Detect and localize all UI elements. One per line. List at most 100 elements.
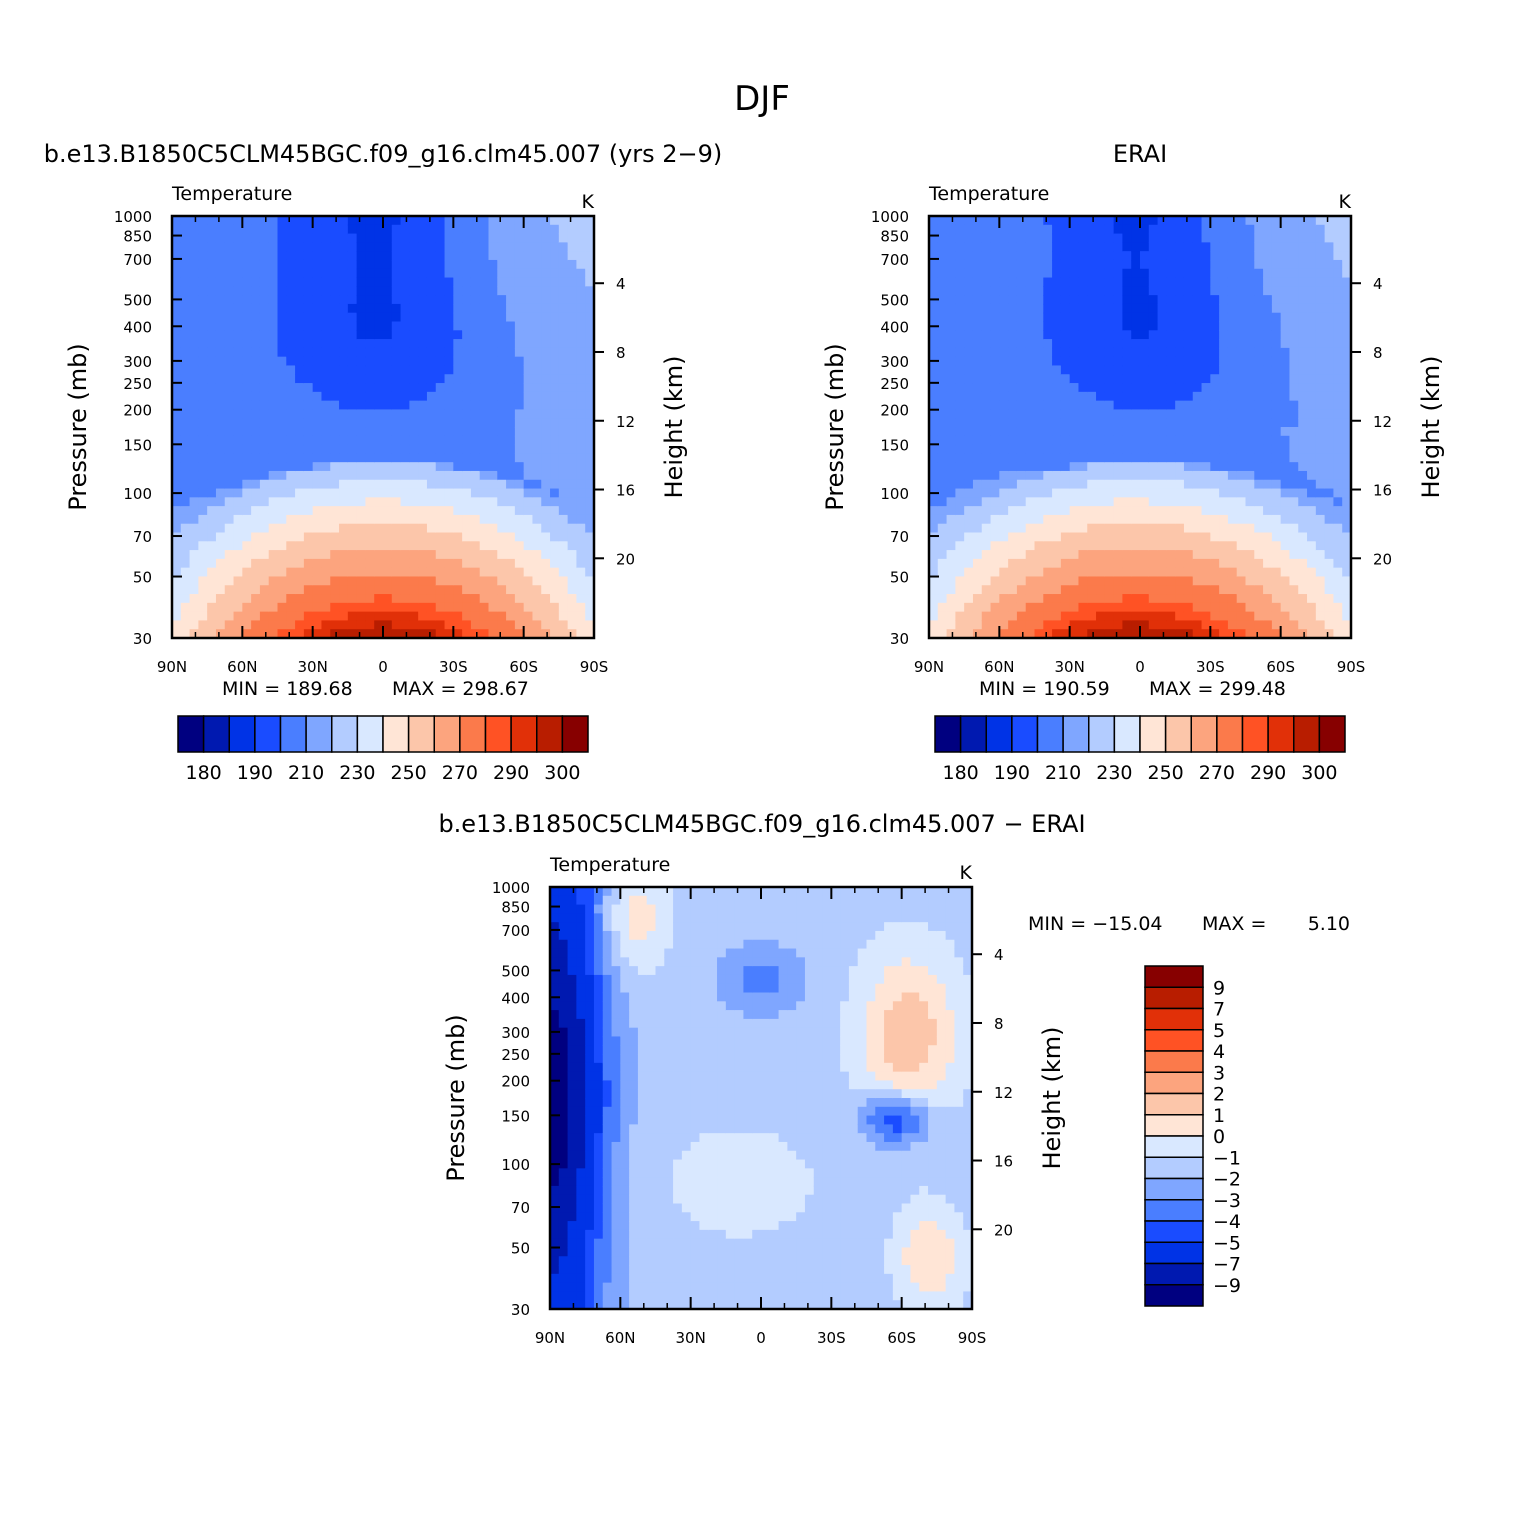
field-cell xyxy=(189,383,199,393)
field-cell xyxy=(418,594,428,604)
field-cell xyxy=(383,233,393,243)
field-cell xyxy=(550,1177,560,1187)
field-cell xyxy=(523,312,534,323)
field-cell xyxy=(1043,242,1053,252)
field-cell xyxy=(1008,383,1018,393)
field-cell xyxy=(374,259,384,270)
field-cell xyxy=(453,620,463,630)
field-cell xyxy=(277,356,287,367)
field-cell xyxy=(585,488,595,498)
field-cell xyxy=(1034,400,1044,411)
field-cell xyxy=(1201,242,1211,252)
field-cell xyxy=(286,567,296,578)
field-cell xyxy=(242,321,252,331)
field-cell xyxy=(1069,462,1080,472)
field-cell xyxy=(558,216,569,226)
field-cell xyxy=(1122,479,1132,490)
field-cell xyxy=(462,514,472,525)
colorbar-box xyxy=(510,715,538,753)
field-cell xyxy=(937,514,948,525)
field-cell xyxy=(1052,427,1062,437)
field-cell xyxy=(1008,391,1018,402)
field-cell xyxy=(356,303,367,314)
field-cell xyxy=(1236,453,1247,463)
field-cell xyxy=(435,514,446,525)
field-cell xyxy=(242,383,252,393)
field-cell xyxy=(497,506,507,516)
field-cell xyxy=(462,286,472,296)
field-cell xyxy=(972,453,983,463)
field-cell xyxy=(1008,216,1018,226)
field-cell xyxy=(1342,488,1352,498)
field-cell xyxy=(567,1036,577,1046)
field-cell xyxy=(1052,277,1062,287)
field-cell xyxy=(550,470,560,481)
field-cell xyxy=(1201,620,1211,630)
field-cell xyxy=(418,330,428,340)
field-cell xyxy=(479,268,490,279)
field-cell xyxy=(391,224,402,235)
field-cell xyxy=(1131,611,1141,622)
field-cell xyxy=(374,409,384,419)
field-cell xyxy=(1254,620,1264,630)
field-cell xyxy=(470,444,481,454)
field-cell xyxy=(1227,541,1238,551)
field-cell xyxy=(990,356,1000,367)
field-cell xyxy=(295,400,305,411)
field-cell xyxy=(198,435,208,446)
field-cell xyxy=(1069,567,1080,578)
field-cell xyxy=(1280,418,1291,428)
field-cell xyxy=(189,277,199,287)
field-cell xyxy=(1210,330,1220,340)
field-cell xyxy=(1227,418,1238,428)
field-cell xyxy=(215,268,226,279)
field-cell xyxy=(1245,479,1255,490)
field-cell xyxy=(1315,585,1326,595)
field-cell xyxy=(1122,506,1132,516)
field-cell xyxy=(550,286,560,296)
field-cell xyxy=(1043,233,1053,243)
field-cell xyxy=(1008,400,1018,411)
field-cell xyxy=(1315,268,1326,279)
field-cell xyxy=(558,1159,569,1169)
field-cell xyxy=(347,462,358,472)
field-cell xyxy=(347,268,358,279)
field-cell xyxy=(1254,383,1264,393)
field-cell xyxy=(1043,400,1053,411)
field-cell xyxy=(964,347,974,358)
field-cell xyxy=(1069,295,1080,305)
field-cell xyxy=(286,444,296,454)
field-cell xyxy=(470,216,481,226)
field-cell xyxy=(514,620,525,630)
field-cell xyxy=(383,409,393,419)
field-cell xyxy=(1280,523,1291,534)
field-cell xyxy=(251,330,261,340)
field-cell xyxy=(189,435,199,446)
field-cell xyxy=(1183,409,1194,419)
field-cell xyxy=(215,286,226,296)
field-cell xyxy=(365,295,375,305)
field-cell xyxy=(1122,347,1132,358)
field-cell xyxy=(409,470,419,481)
field-cell xyxy=(1324,488,1335,498)
field-cell xyxy=(435,295,446,305)
field-cell xyxy=(1008,277,1018,287)
field-cell xyxy=(339,418,349,428)
field-cell xyxy=(242,356,252,367)
field-cell xyxy=(488,383,498,393)
field-cell xyxy=(277,312,287,323)
field-cell xyxy=(964,409,974,419)
field-cell xyxy=(462,321,472,331)
field-cell xyxy=(532,303,542,314)
field-cell xyxy=(506,611,516,622)
field-cell xyxy=(937,550,948,560)
field-cell xyxy=(1131,409,1141,419)
field-cell xyxy=(585,312,595,323)
field-cell xyxy=(1324,567,1335,578)
field-cell xyxy=(1342,347,1352,358)
field-cell xyxy=(1096,497,1106,507)
field-cell xyxy=(585,629,595,639)
field-cell xyxy=(1254,242,1264,252)
field-cell xyxy=(541,251,551,261)
field-cell xyxy=(1333,321,1343,331)
